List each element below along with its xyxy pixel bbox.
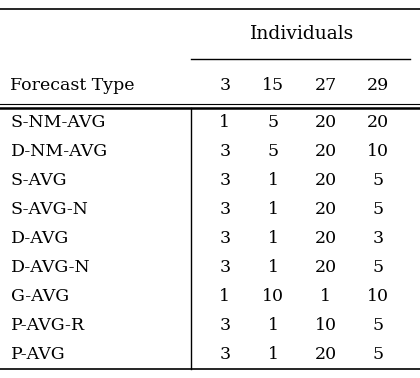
- Text: 10: 10: [367, 288, 389, 305]
- Text: 20: 20: [315, 345, 336, 363]
- Text: 5: 5: [373, 201, 383, 218]
- Text: 20: 20: [315, 201, 336, 218]
- Text: 3: 3: [219, 77, 230, 93]
- Text: P-AVG: P-AVG: [10, 345, 65, 363]
- Text: 5: 5: [373, 345, 383, 363]
- Text: 20: 20: [315, 230, 336, 246]
- Text: S-AVG-N: S-AVG-N: [10, 201, 88, 218]
- Text: 5: 5: [373, 172, 383, 189]
- Text: 20: 20: [315, 172, 336, 189]
- Text: Forecast Type: Forecast Type: [10, 77, 135, 93]
- Text: 3: 3: [219, 317, 230, 333]
- Text: 3: 3: [219, 230, 230, 246]
- Text: 15: 15: [262, 77, 284, 93]
- Text: Individuals: Individuals: [250, 25, 354, 43]
- Text: 10: 10: [262, 288, 284, 305]
- Text: 27: 27: [315, 77, 336, 93]
- Text: 20: 20: [315, 259, 336, 276]
- Text: 1: 1: [268, 345, 278, 363]
- Text: 1: 1: [219, 114, 230, 131]
- Text: D-AVG-N: D-AVG-N: [10, 259, 90, 276]
- Text: 3: 3: [219, 143, 230, 160]
- Text: 29: 29: [367, 77, 389, 93]
- Text: 10: 10: [367, 143, 389, 160]
- Text: 10: 10: [315, 317, 336, 333]
- Text: 20: 20: [315, 143, 336, 160]
- Text: 20: 20: [367, 114, 389, 131]
- Text: 1: 1: [268, 201, 278, 218]
- Text: 3: 3: [219, 345, 230, 363]
- Text: D-AVG: D-AVG: [10, 230, 69, 246]
- Text: D-NM-AVG: D-NM-AVG: [10, 143, 108, 160]
- Text: P-AVG-R: P-AVG-R: [10, 317, 84, 333]
- Text: 1: 1: [268, 230, 278, 246]
- Text: 1: 1: [268, 172, 278, 189]
- Text: 5: 5: [268, 114, 278, 131]
- Text: S-AVG: S-AVG: [10, 172, 67, 189]
- Text: S-NM-AVG: S-NM-AVG: [10, 114, 106, 131]
- Text: 3: 3: [219, 259, 230, 276]
- Text: 3: 3: [373, 230, 383, 246]
- Text: 5: 5: [268, 143, 278, 160]
- Text: 3: 3: [219, 201, 230, 218]
- Text: 1: 1: [320, 288, 331, 305]
- Text: 1: 1: [268, 259, 278, 276]
- Text: 5: 5: [373, 259, 383, 276]
- Text: G-AVG: G-AVG: [10, 288, 68, 305]
- Text: 5: 5: [373, 317, 383, 333]
- Text: 1: 1: [219, 288, 230, 305]
- Text: 3: 3: [219, 172, 230, 189]
- Text: 20: 20: [315, 114, 336, 131]
- Text: 1: 1: [268, 317, 278, 333]
